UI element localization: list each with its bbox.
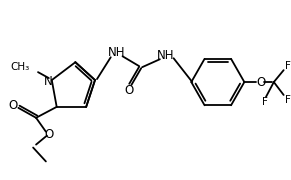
Text: CH₃: CH₃	[10, 62, 29, 72]
Text: F: F	[285, 61, 290, 71]
Text: F: F	[285, 95, 290, 105]
Text: O: O	[125, 84, 134, 96]
Text: N: N	[43, 75, 52, 87]
Text: NH: NH	[157, 49, 175, 62]
Text: O: O	[9, 99, 18, 112]
Text: O: O	[256, 76, 266, 89]
Text: NH: NH	[108, 46, 125, 59]
Text: F: F	[262, 97, 268, 107]
Text: O: O	[44, 128, 54, 141]
